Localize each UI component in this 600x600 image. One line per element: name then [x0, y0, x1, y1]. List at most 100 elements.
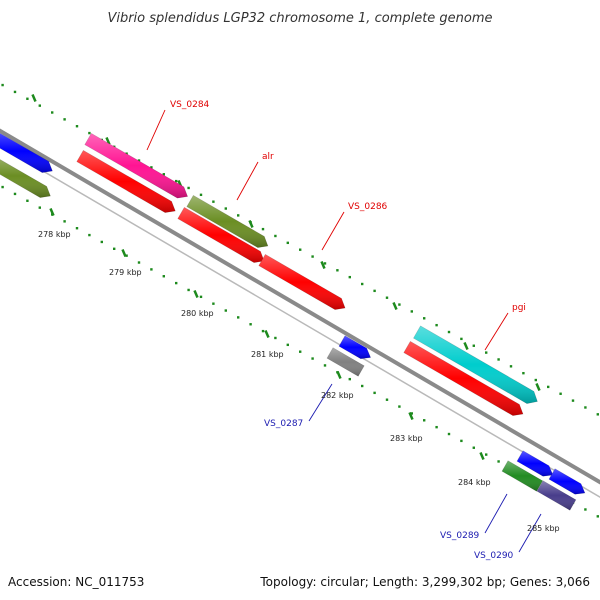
- tick-label-281-kbp: 281 kbp: [251, 350, 284, 359]
- tick-dot: [361, 384, 364, 388]
- tick-dot: [63, 118, 66, 121]
- leader-line: [518, 513, 542, 553]
- backbone-line-outer: [0, 128, 600, 485]
- gene-label-vs-0289[interactable]: VS_0289: [440, 531, 480, 541]
- leader-line: [321, 211, 345, 251]
- tick-major: [264, 330, 270, 338]
- tick-dot: [398, 303, 401, 306]
- tick-dot: [348, 377, 351, 381]
- gene-label-vs-0287[interactable]: VS_0287: [264, 419, 303, 429]
- tick-dot: [51, 111, 54, 114]
- tick-dot: [38, 206, 41, 209]
- tick-dot: [63, 220, 66, 223]
- tick-dot: [472, 344, 475, 347]
- tick-dot: [323, 262, 327, 265]
- accession-text: Accession: NC_011753: [8, 575, 144, 589]
- tick-dot: [596, 413, 599, 416]
- tick-dot: [199, 193, 203, 197]
- gene-label-pgi[interactable]: pgi: [512, 303, 526, 313]
- tick-dot: [261, 329, 265, 333]
- tick-dot: [224, 207, 227, 210]
- tick-dot: [261, 227, 265, 231]
- tick-dot: [13, 192, 17, 196]
- tick-dot: [249, 323, 252, 326]
- tick-dot: [299, 350, 302, 353]
- gene-label-vs-0284[interactable]: VS_0284: [170, 100, 210, 110]
- tick-dot: [237, 316, 240, 319]
- tick-dot: [373, 391, 376, 395]
- tick-major: [49, 208, 55, 216]
- gene-label-vs-0290[interactable]: VS_0290: [474, 551, 514, 561]
- tick-dot: [385, 296, 389, 299]
- leader-line: [236, 161, 259, 201]
- tick-dot: [522, 371, 525, 375]
- tick-dot: [1, 185, 4, 189]
- tick-dot: [311, 357, 314, 360]
- tick-dot: [137, 261, 141, 264]
- tick-dot: [26, 199, 29, 202]
- tick-label-278-kbp: 278 kbp: [38, 230, 71, 239]
- tick-dot: [584, 508, 587, 511]
- backbone-line-inner: [0, 144, 600, 499]
- tick-dot: [509, 365, 513, 368]
- tick-dot: [88, 233, 91, 237]
- leader-line: [308, 383, 333, 422]
- tick-dot: [175, 281, 178, 285]
- tick-dot: [38, 104, 41, 107]
- map-title: Vibrio splendidus LGP32 chromosome 1, co…: [107, 11, 492, 26]
- tick-dot: [75, 227, 79, 230]
- tick-dot: [224, 309, 227, 312]
- tick-major: [392, 302, 398, 310]
- tick-dot: [361, 282, 364, 286]
- tick-dot: [410, 310, 413, 313]
- tick-dot: [373, 289, 376, 293]
- tick-dot: [348, 275, 351, 279]
- stats-text: Topology: circular; Length: 3,299,302 bp…: [259, 575, 590, 589]
- tick-major: [121, 249, 127, 257]
- tick-dot: [596, 515, 599, 518]
- tick-major: [336, 371, 342, 379]
- tick-dot: [1, 83, 4, 87]
- tick-dot: [199, 295, 203, 299]
- tick-dot: [187, 186, 190, 190]
- tick-dot: [497, 460, 500, 463]
- leader-line: [484, 312, 509, 351]
- tick-label-279-kbp: 279 kbp: [109, 268, 142, 277]
- tick-dot: [336, 269, 339, 272]
- tick-dot: [547, 385, 550, 389]
- tick-dot: [447, 330, 451, 334]
- tick-major: [193, 290, 199, 298]
- tick-major: [31, 94, 37, 102]
- tick-dot: [485, 351, 488, 354]
- tick-dot: [435, 425, 438, 429]
- tick-major: [463, 342, 469, 350]
- tick-dot: [13, 90, 17, 94]
- tick-major: [535, 383, 541, 391]
- tick-dot: [237, 214, 240, 217]
- tick-label-282-kbp: 282 kbp: [321, 391, 354, 400]
- tick-dot: [274, 234, 277, 238]
- tick-major: [248, 220, 254, 228]
- tick-dot: [423, 317, 426, 320]
- tick-dot: [274, 336, 277, 340]
- tick-dot: [571, 399, 575, 402]
- tick-dot: [323, 364, 327, 367]
- tick-dot: [435, 323, 438, 327]
- tick-dot: [212, 302, 215, 305]
- tick-dot: [26, 97, 29, 100]
- tick-dot: [447, 432, 451, 436]
- tick-dot: [88, 131, 91, 135]
- tick-label-283-kbp: 283 kbp: [390, 434, 423, 443]
- tick-dot: [187, 288, 190, 292]
- tick-dot: [286, 241, 289, 245]
- gene-label-alr[interactable]: alr: [262, 152, 274, 162]
- tick-dot: [472, 446, 475, 449]
- gene-label-vs-0286[interactable]: VS_0286: [348, 202, 388, 212]
- tick-label-284-kbp: 284 kbp: [458, 478, 491, 487]
- tick-major: [479, 452, 485, 460]
- tick-dot: [460, 439, 463, 443]
- gene-vs-0286[interactable]: [258, 253, 346, 310]
- tick-label-280-kbp: 280 kbp: [181, 309, 214, 318]
